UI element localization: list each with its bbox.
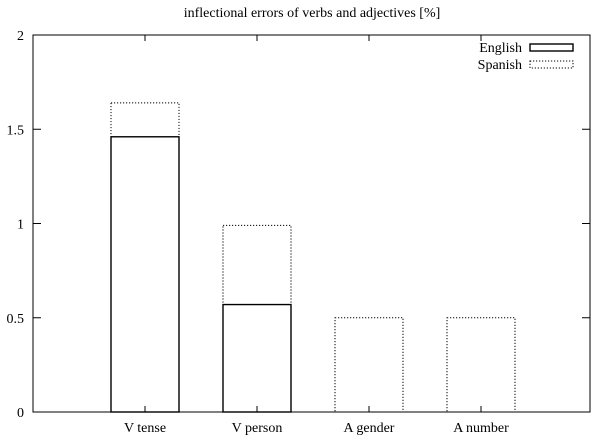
y-tick-label: 1 bbox=[17, 218, 24, 233]
plot-area: 0 0.5 1 1.5 2 V tense V person A gender A numbe… bbox=[7, 29, 591, 436]
y-axis: 0 0.5 1 1.5 2 bbox=[7, 29, 590, 421]
x-tick-label: V person bbox=[232, 421, 283, 436]
y-tick-label: 1.5 bbox=[7, 123, 25, 138]
bar-spanish-v-tense bbox=[110, 102, 180, 413]
x-tick-label: V tense bbox=[124, 421, 166, 436]
plot-frame bbox=[32, 34, 591, 413]
legend-label: Spanish bbox=[478, 58, 522, 73]
bar-spanish-a-gender bbox=[334, 317, 404, 413]
bar-english-v-tense bbox=[110, 136, 180, 413]
bar-spanish-v-person bbox=[222, 224, 292, 413]
x-axis: V tense V person A gender A number bbox=[124, 35, 509, 436]
y-tick-label: 0.5 bbox=[7, 312, 25, 327]
y-tick-label: 2 bbox=[17, 29, 24, 44]
legend-swatch-english bbox=[529, 43, 574, 52]
legend: English Spanish bbox=[478, 41, 574, 73]
bar-english-v-person bbox=[222, 303, 292, 413]
bars-group bbox=[110, 102, 516, 413]
x-tick-label: A number bbox=[453, 421, 509, 436]
legend-label: English bbox=[479, 41, 522, 56]
chart-title: inflectional errors of verbs and adjecti… bbox=[184, 6, 441, 21]
x-tick-label: A gender bbox=[344, 421, 395, 436]
legend-swatch-spanish bbox=[529, 60, 574, 69]
bar-spanish-a-number bbox=[446, 317, 516, 413]
y-tick-label: 0 bbox=[17, 406, 24, 421]
